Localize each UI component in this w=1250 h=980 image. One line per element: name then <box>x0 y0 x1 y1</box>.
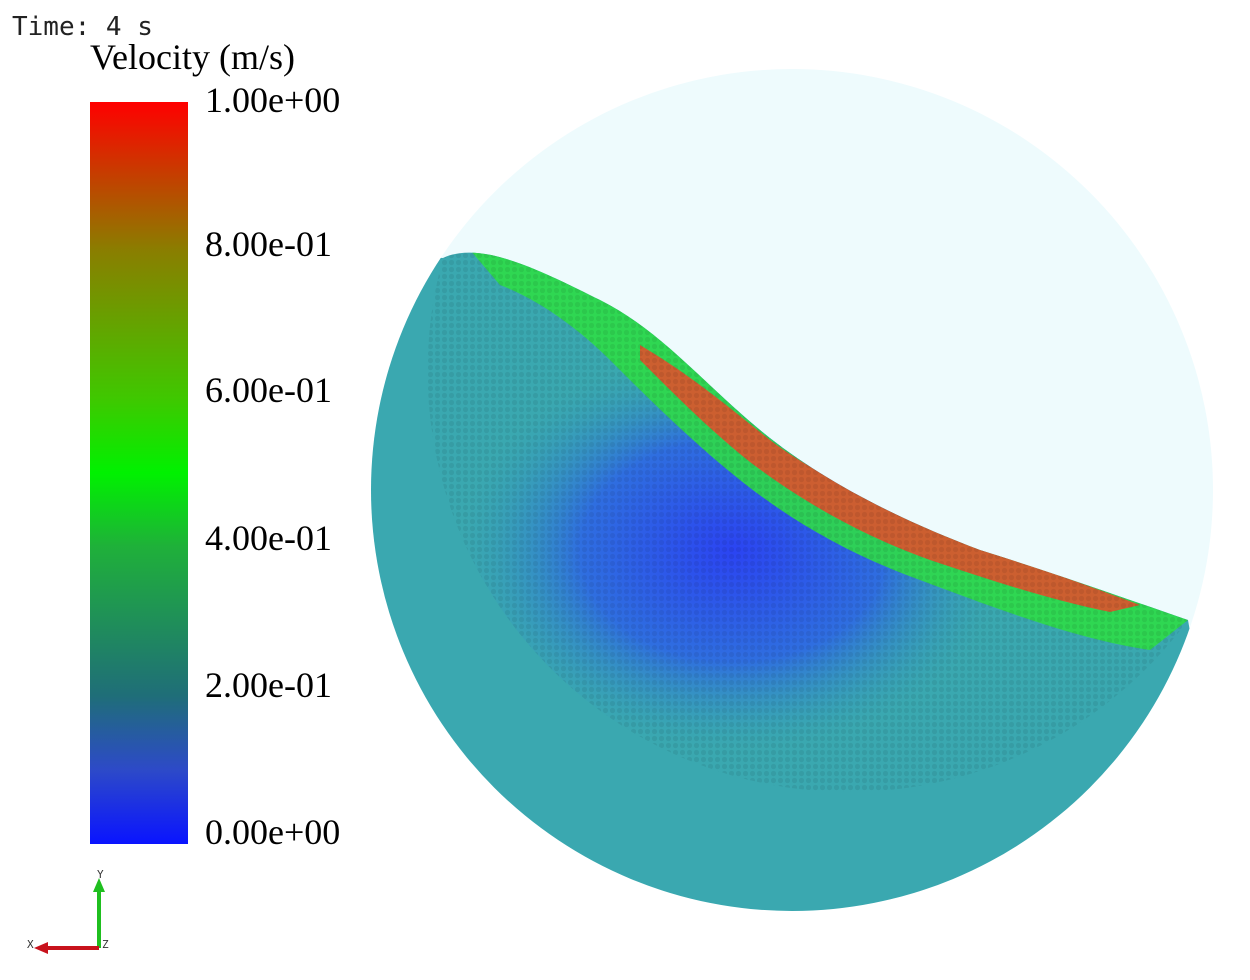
legend-title: Velocity (m/s) <box>90 37 295 77</box>
axis-z-label: Z <box>102 938 109 951</box>
axis-x-label: X <box>27 938 34 951</box>
colorbar-tick: 6.00e-01 <box>205 370 332 410</box>
colorbar-tick: 2.00e-01 <box>205 665 332 705</box>
colorbar-tick: 4.00e-01 <box>205 518 332 558</box>
time-label: Time: 4 s <box>12 12 153 42</box>
colorbar-tick-min: 0.00e+00 <box>205 812 341 852</box>
axes-triad: Y X Z <box>27 868 109 954</box>
colorbar-tick-max: 1.00e+00 <box>205 80 341 120</box>
axis-y-label: Y <box>97 868 104 881</box>
velocity-colorbar <box>90 102 188 844</box>
colorbar-tick: 8.00e-01 <box>205 224 332 264</box>
